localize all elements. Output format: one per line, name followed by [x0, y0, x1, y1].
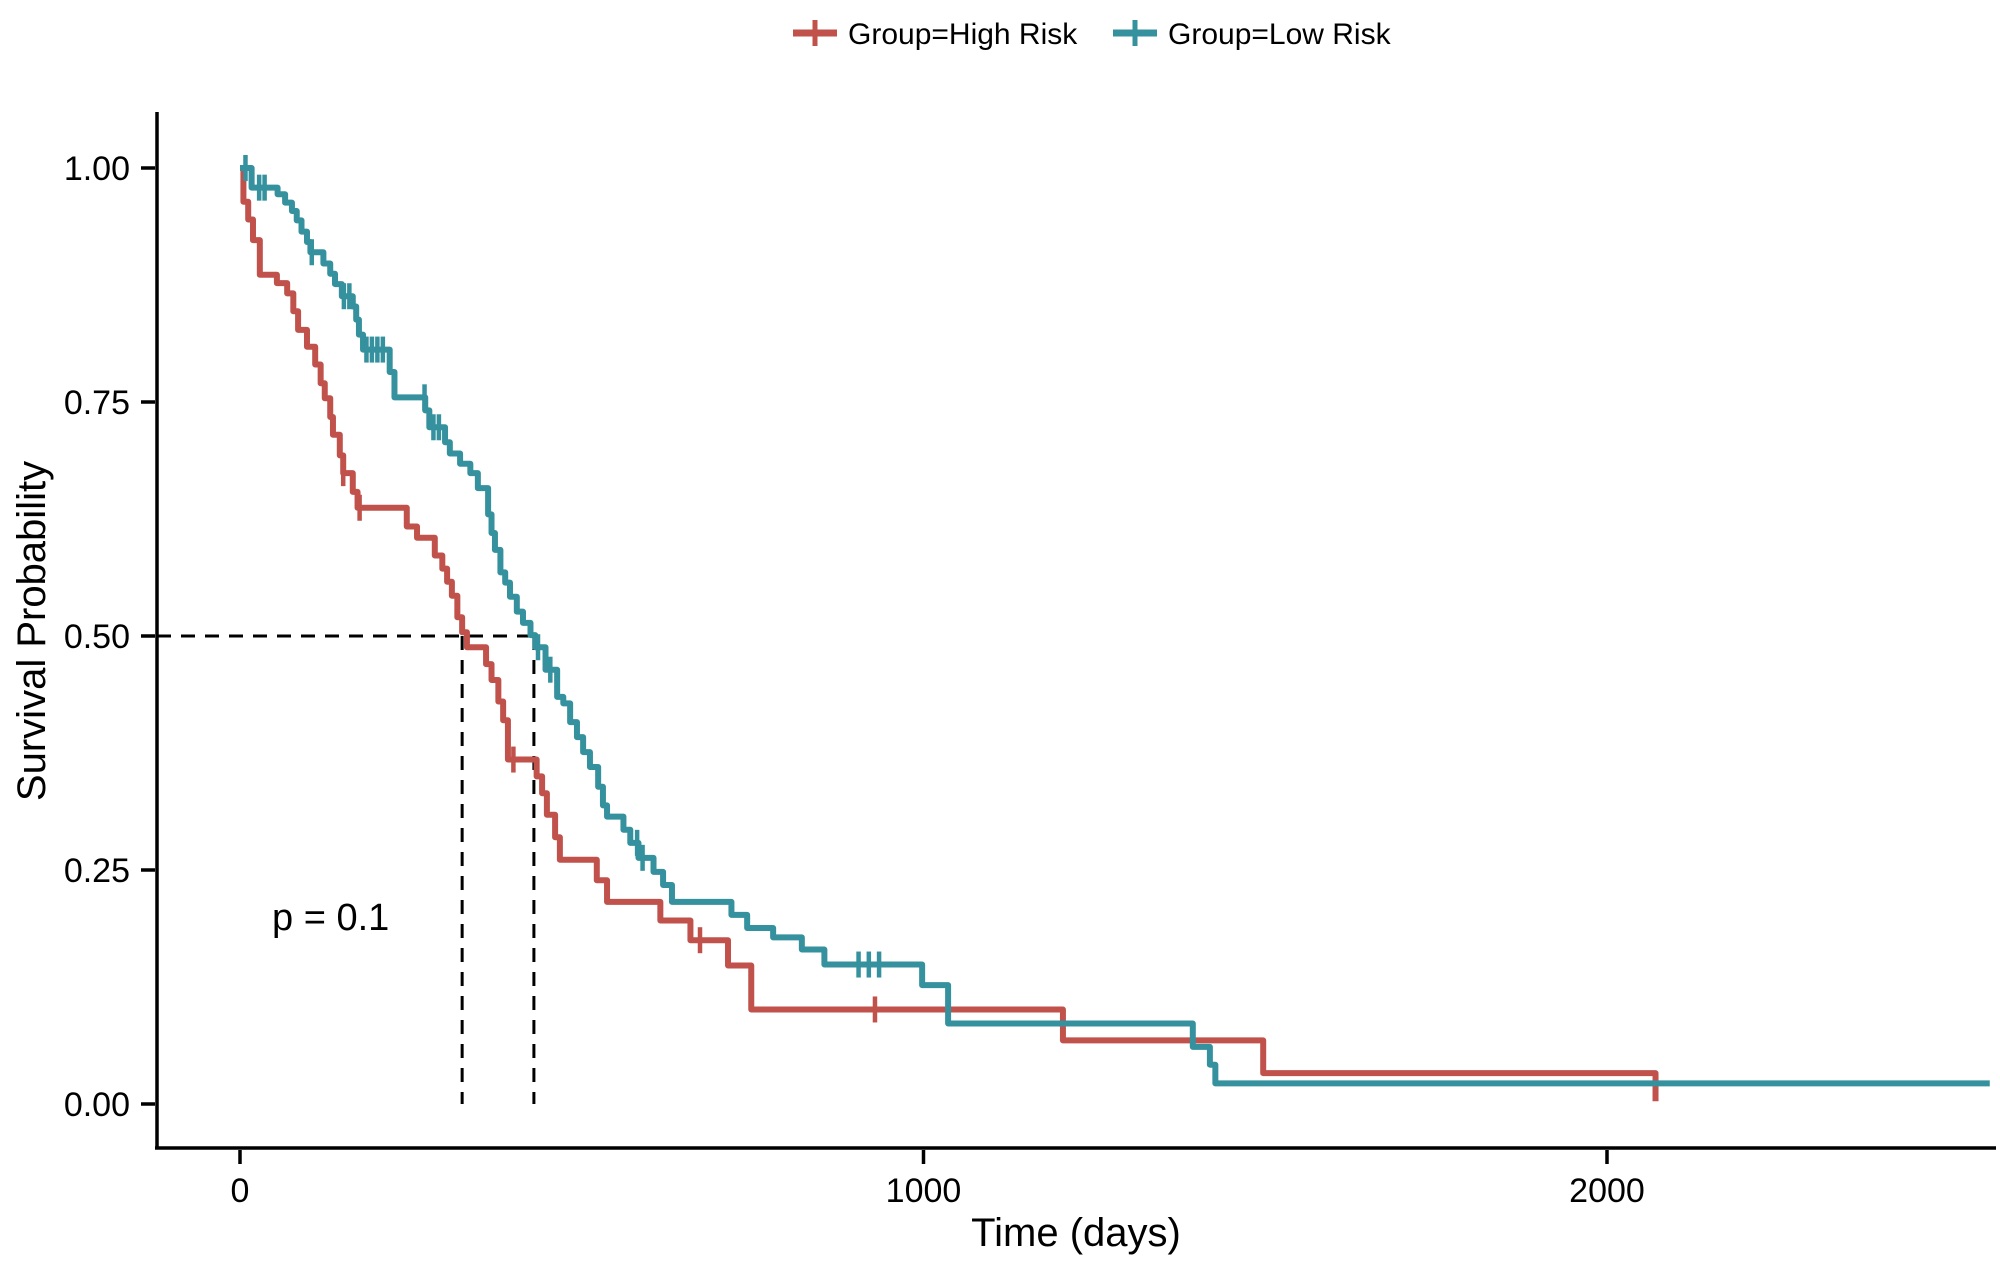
survival-curves [240, 155, 1990, 1102]
y-tick-label: 0.00 [64, 1086, 130, 1124]
legend-item-low-risk: Group=Low Risk [1113, 18, 1392, 51]
x-tick-label: 0 [231, 1172, 250, 1210]
x-tick-label: 1000 [886, 1172, 962, 1210]
high-risk-curve [240, 165, 1659, 1102]
x-tick-label: 2000 [1569, 1172, 1645, 1210]
legend-item-high-risk: Group=High Risk [793, 18, 1078, 51]
x-axis-ticks: 0 1000 2000 [231, 1150, 1645, 1210]
legend-label-low-risk: Group=Low Risk [1168, 18, 1392, 51]
y-tick-label: 0.50 [64, 618, 130, 656]
y-tick-label: 1.00 [64, 150, 130, 188]
y-tick-label: 0.75 [64, 384, 130, 422]
y-axis-title: Survival Probability [10, 461, 54, 801]
median-reference-lines [157, 634, 536, 1104]
legend: Group=High Risk Group=Low Risk [793, 18, 1392, 51]
low-risk-curve [240, 165, 1990, 1087]
y-axis-ticks: 1.00 0.75 0.50 0.25 0.00 [64, 150, 155, 1124]
p-value-label: p = 0.1 [272, 897, 389, 939]
legend-label-high-risk: Group=High Risk [848, 18, 1078, 51]
x-axis-title: Time (days) [971, 1211, 1181, 1255]
y-tick-label: 0.25 [64, 852, 130, 890]
low-risk-series [240, 155, 1990, 1087]
high-risk-series [240, 165, 1659, 1102]
